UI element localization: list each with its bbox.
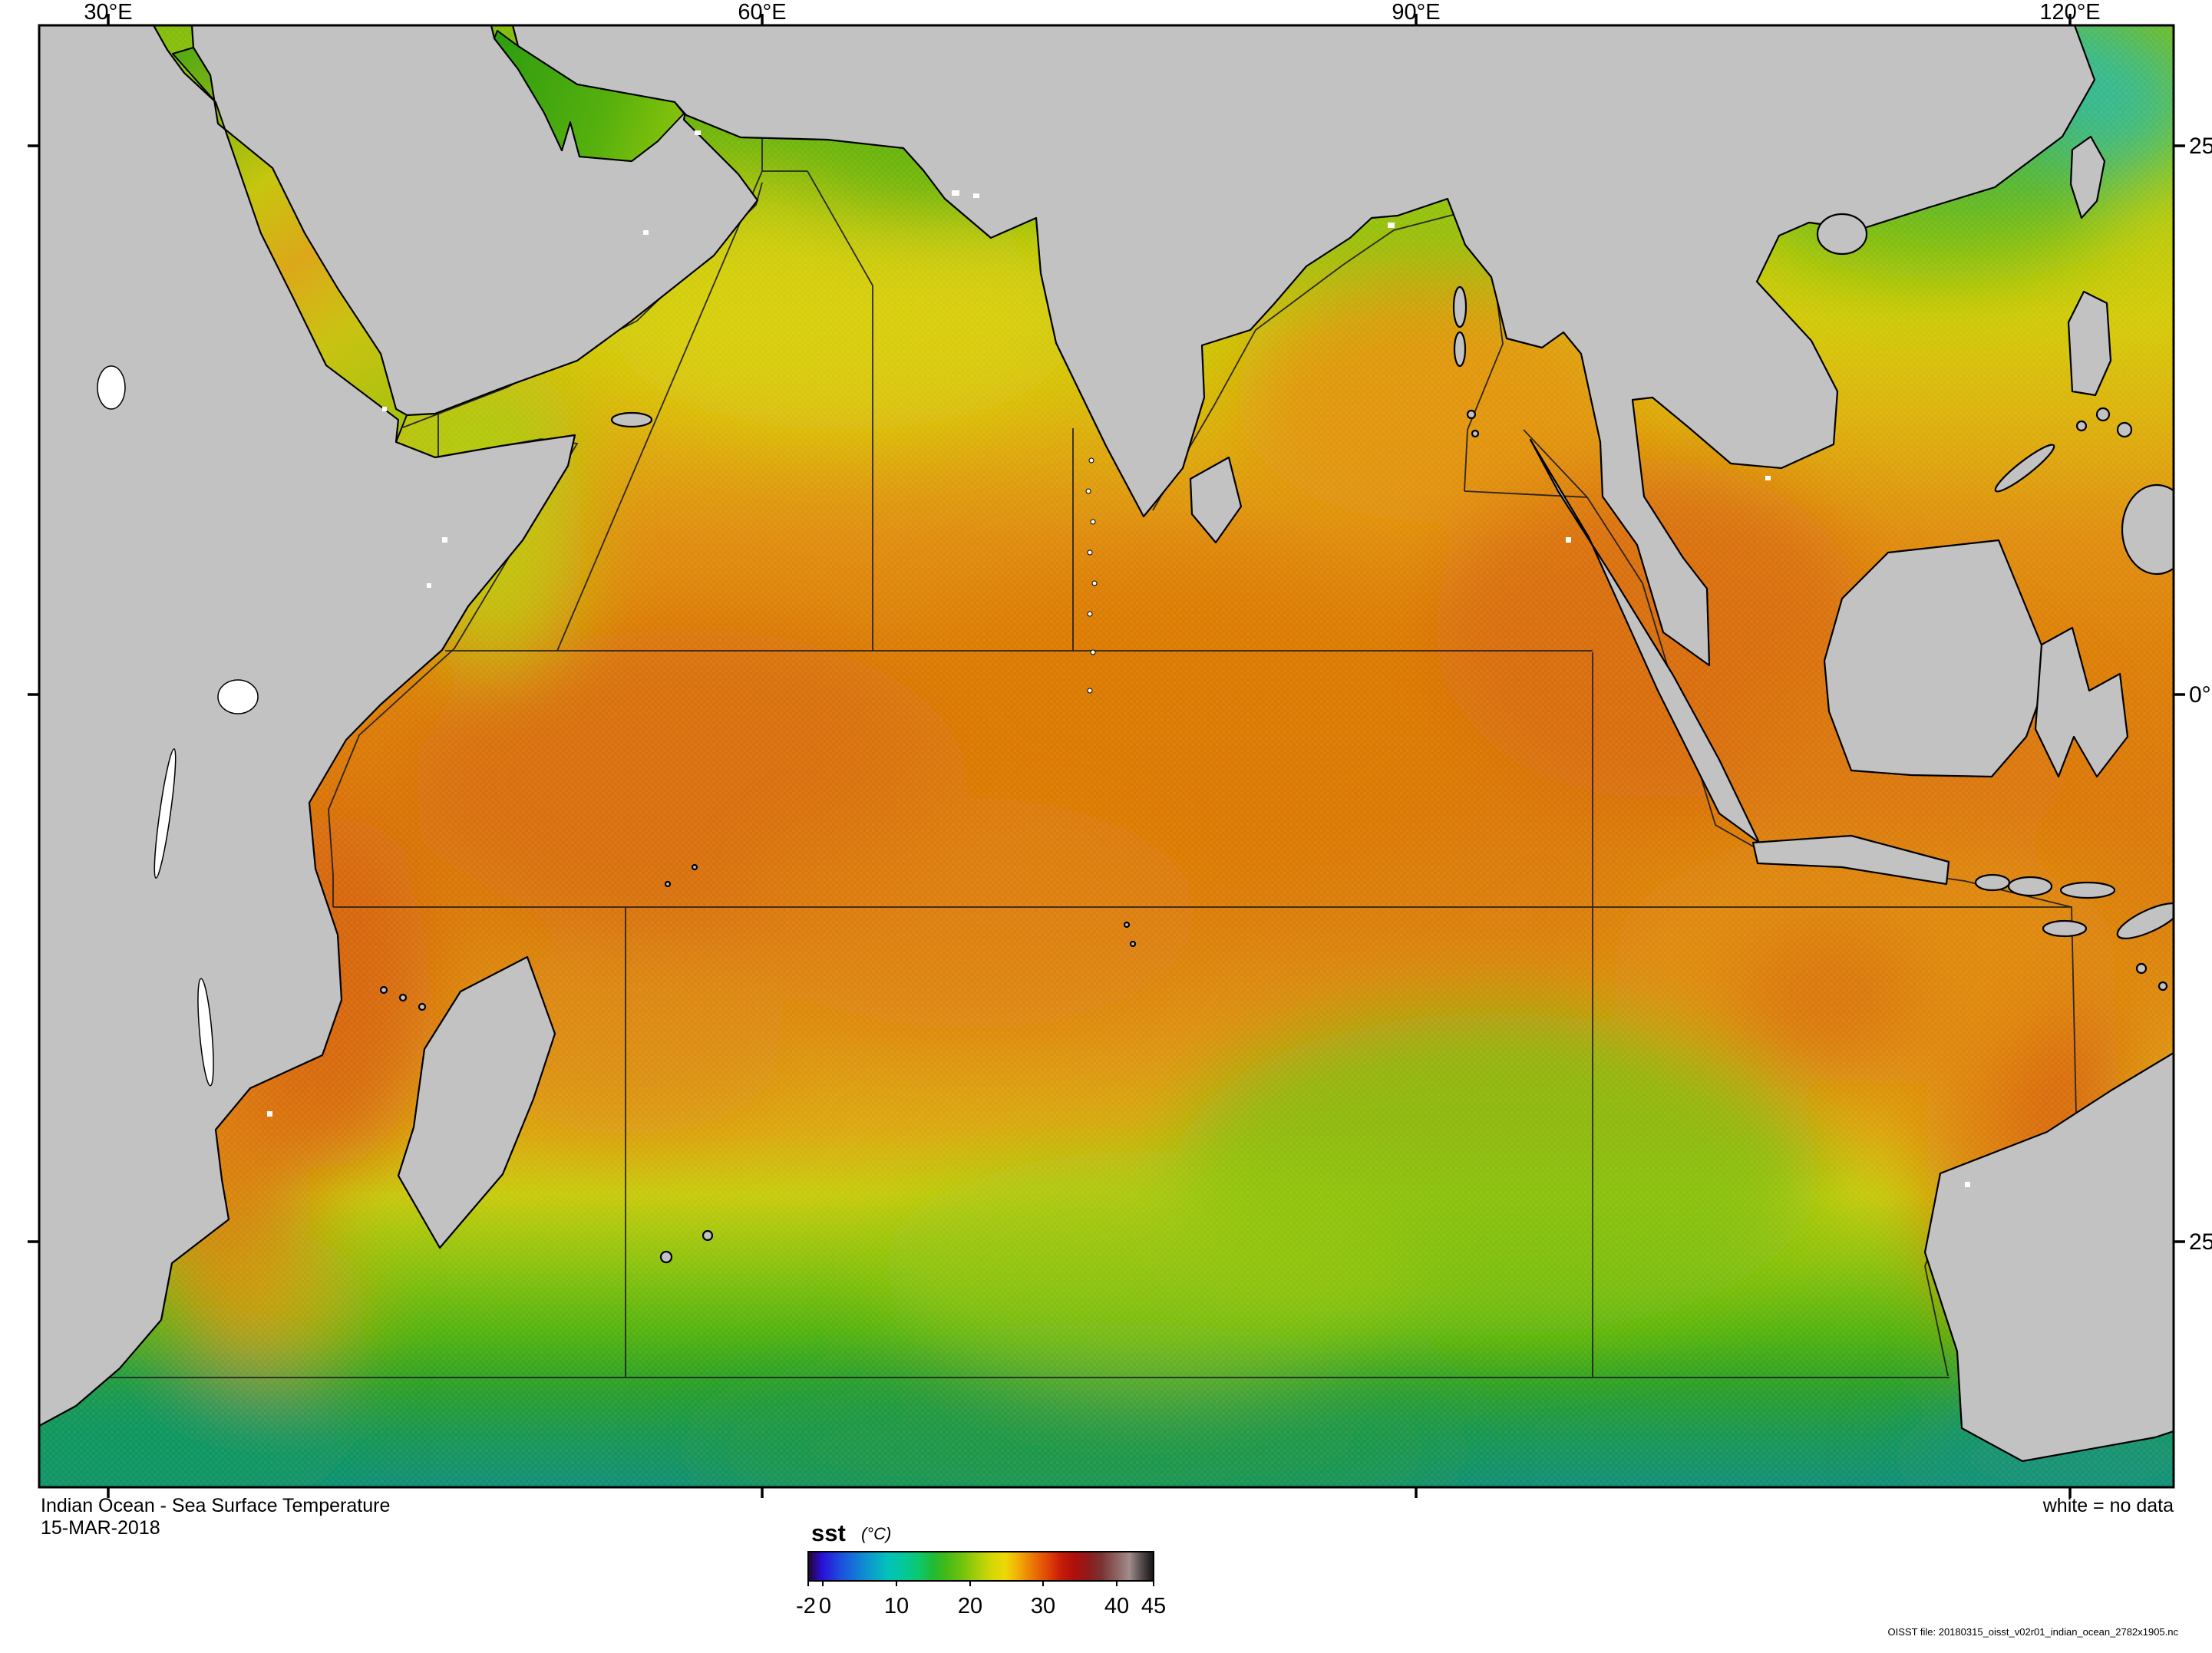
colorbar: sst (°C) -2 0 10 20 30 40 45 [796, 1519, 1166, 1618]
lon-label-90e: 90°E [1392, 0, 1440, 25]
land-kimberley-2 [2158, 981, 2168, 991]
cb-tick-30: 30 [1031, 1594, 1055, 1618]
lat-label-25n: 25° [2189, 134, 2212, 159]
land-palawan [1994, 444, 2055, 493]
axis-ticks [28, 14, 2185, 1498]
figure-title: Indian Ocean - Sea Surface Temperature [41, 1495, 390, 1516]
lon-label-120e: 120°E [2039, 0, 2100, 25]
land-andaman-1 [1452, 285, 1468, 328]
file-note: OISST file: 20180315_oisst_v02r01_indian… [1888, 1626, 2179, 1638]
land-andaman-2 [1453, 331, 1467, 368]
colorbar-tick-labels: -2 0 10 20 30 40 45 [796, 1594, 1166, 1618]
persian-gulf-water [494, 30, 685, 162]
land-layer [39, 25, 2174, 1463]
land-sumatra [1529, 438, 1761, 844]
cb-tick-40: 40 [1104, 1594, 1129, 1618]
land-comoros-2 [398, 993, 408, 1002]
land-socotra [610, 411, 653, 428]
no-data-layer [97, 130, 1970, 1187]
colorbar-units: (°C) [861, 1524, 891, 1543]
land-sumbawa [2007, 876, 2053, 897]
land-seychelles-2 [664, 880, 672, 888]
land-comoros-3 [418, 1002, 427, 1011]
cb-tick-10: 10 [884, 1594, 909, 1618]
colorbar-gradient [807, 1551, 1154, 1582]
lat-axis-labels: 25° 0° 25° [2189, 134, 2212, 1255]
colorbar-tick-marks [807, 1581, 1154, 1586]
lat-label-25s: 25° [2189, 1229, 2212, 1255]
cb-tick-45: 45 [1141, 1594, 1166, 1618]
marginal-seas [172, 30, 685, 443]
land-mauritius [702, 1229, 714, 1242]
lake-tanganyika [154, 748, 177, 879]
land-bali [1974, 873, 2011, 892]
land-nicobar-1 [1466, 409, 1477, 420]
map-body [39, 25, 2174, 1487]
lake-malawi [197, 978, 214, 1087]
land-taiwan [2069, 135, 2106, 219]
lon-label-60e: 60°E [738, 0, 786, 25]
land-sumba [2042, 919, 2088, 938]
map-frame [38, 24, 2175, 1489]
land-asia [511, 25, 2096, 667]
land-timor [2116, 902, 2174, 939]
land-java [1751, 834, 1950, 886]
land-visayas-1 [2095, 407, 2111, 422]
land-comoros-1 [379, 985, 388, 995]
land-hainan [1816, 213, 1868, 256]
land-nicobar-2 [1471, 429, 1480, 438]
land-seychelles-1 [691, 863, 698, 871]
land-reunion [659, 1250, 673, 1264]
cb-tick-0: 0 [819, 1594, 831, 1618]
land-flores [2059, 881, 2116, 899]
lake-sudd [97, 365, 126, 410]
cb-tick-20: 20 [958, 1594, 982, 1618]
land-madagascar [397, 955, 556, 1249]
figure-date: 15-MAR-2018 [41, 1517, 160, 1539]
lon-label-30e: 30°E [84, 0, 132, 25]
maldives-chain [1085, 457, 1098, 694]
red-sea-water [172, 47, 408, 443]
land-borneo [1823, 539, 2052, 778]
land-mindanao [2121, 483, 2174, 576]
lake-victoria [217, 679, 259, 714]
land-sulawesi [2034, 626, 2129, 778]
coastal-no-data-specks [267, 130, 1970, 1187]
lat-label-0: 0° [2189, 682, 2211, 708]
land-chagos-2 [1129, 940, 1137, 948]
land-kimberley-1 [2135, 962, 2148, 975]
land-luzon [2067, 290, 2112, 397]
land-australia [1923, 1051, 2174, 1463]
no-data-note: white = no data [2042, 1495, 2174, 1516]
land-visayas-2 [2116, 421, 2133, 438]
land-chagos-1 [1123, 921, 1131, 929]
land-visayas-3 [2075, 420, 2088, 432]
land-sri-lanka [1189, 456, 1243, 544]
lon-axis-labels: 30°E 60°E 90°E 120°E [84, 0, 2100, 25]
colorbar-label: sst [811, 1519, 846, 1546]
cb-tick-neg2: -2 [796, 1594, 816, 1618]
